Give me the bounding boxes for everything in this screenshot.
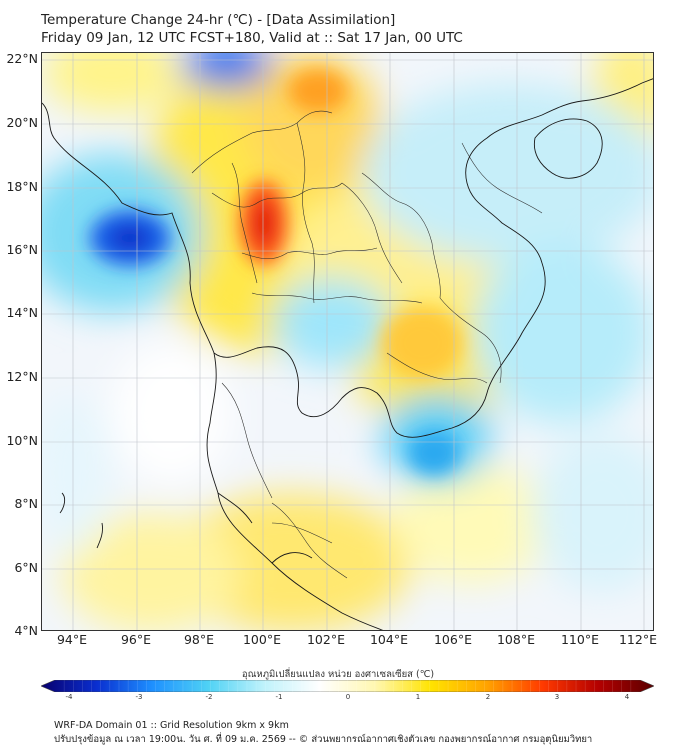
colorbar-tick: -1 <box>275 693 283 701</box>
colorbar-tick: 3 <box>554 693 560 701</box>
admin-boundaries <box>191 110 543 579</box>
lat-label: 22°N <box>6 51 38 66</box>
lat-label: 14°N <box>6 305 38 320</box>
lon-label: 102°E <box>306 632 345 647</box>
map-subtitle: Friday 09 Jan, 12 UTC FCST+180, Valid at… <box>41 30 463 46</box>
footer-model-info: WRF-DA Domain 01 :: Grid Resolution 9km … <box>54 720 289 731</box>
lat-label: 12°N <box>6 369 38 384</box>
colorbar-tick: 4 <box>624 693 630 701</box>
footer-credit: ปรับปรุงข้อมูล ณ เวลา 19:00น. วัน ศ. ที่… <box>54 734 593 745</box>
lat-label: 16°N <box>6 242 38 257</box>
lat-label: 8°N <box>14 496 38 511</box>
map-title: Temperature Change 24-hr (℃) - [Data Ass… <box>41 12 396 28</box>
lon-label: 96°E <box>120 632 152 647</box>
lat-label: 10°N <box>6 433 38 448</box>
colorbar <box>41 680 654 692</box>
lat-label: 6°N <box>14 560 38 575</box>
lon-label: 110°E <box>560 632 599 647</box>
colorbar-title: อุณหภูมิเปลี่ยนแปลง หน่วย องศาเซลเซียส (… <box>241 669 435 680</box>
lat-label: 18°N <box>6 179 38 194</box>
colorbar-tick: 2 <box>485 693 491 701</box>
lat-label: 20°N <box>6 115 38 130</box>
lon-label: 104°E <box>369 632 408 647</box>
colorbar-tick: 0 <box>345 693 351 701</box>
lon-label: 100°E <box>242 632 281 647</box>
lon-label: 98°E <box>183 632 215 647</box>
colorbar-tick: 1 <box>415 693 421 701</box>
coastlines <box>42 78 653 630</box>
temperature-extremes <box>90 69 462 475</box>
colorbar-tick: -2 <box>205 693 213 701</box>
temperature-change-map[interactable] <box>41 52 654 631</box>
lon-label: 112°E <box>618 632 657 647</box>
colorbar-bar <box>41 680 654 692</box>
lon-label: 94°E <box>56 632 88 647</box>
lon-label: 108°E <box>496 632 535 647</box>
lat-label: 4°N <box>14 623 38 638</box>
colorbar-tick: -4 <box>65 693 73 701</box>
lon-label: 106°E <box>433 632 472 647</box>
map-canvas <box>42 53 653 630</box>
colorbar-tick: -3 <box>135 693 143 701</box>
